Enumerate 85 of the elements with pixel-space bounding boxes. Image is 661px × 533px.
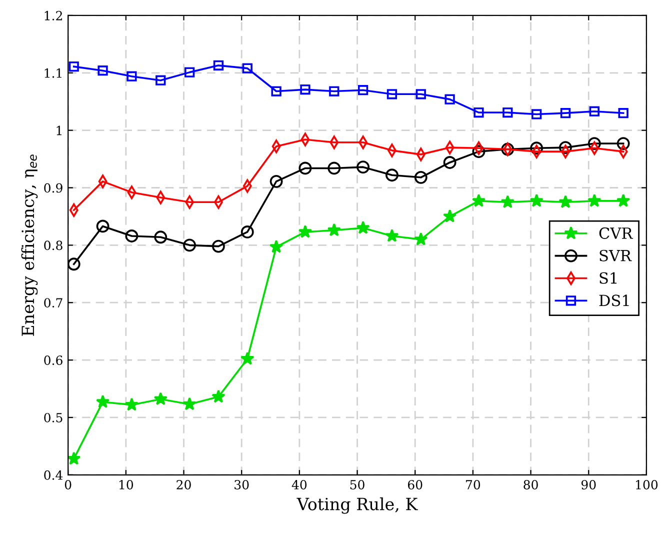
- point: [414, 170, 428, 184]
- x-tick-label: 80: [524, 480, 538, 490]
- point: [558, 194, 572, 208]
- legend-label: SVR: [600, 250, 632, 262]
- point: [356, 160, 370, 174]
- point: [300, 84, 310, 95]
- point: [96, 220, 110, 233]
- point: [212, 390, 226, 403]
- point: [500, 194, 514, 208]
- point: [385, 228, 399, 242]
- point: [589, 106, 600, 116]
- point: [68, 258, 80, 271]
- point: [154, 230, 168, 244]
- point: [98, 66, 108, 76]
- x-tick-label: 40: [292, 480, 307, 490]
- point: [242, 63, 252, 74]
- point: [442, 209, 457, 222]
- point: [271, 86, 282, 96]
- point: [559, 141, 572, 154]
- y-tick-label: 0.9: [44, 183, 62, 193]
- point: [386, 89, 398, 100]
- point: [240, 352, 254, 365]
- point: [124, 398, 139, 411]
- point: [126, 71, 137, 82]
- x-tick-label: 90: [581, 480, 596, 490]
- point: [560, 108, 571, 118]
- x-tick-label: 30: [234, 480, 249, 490]
- y-tick-label: 1: [56, 126, 62, 136]
- point: [472, 145, 486, 158]
- point: [474, 107, 484, 118]
- point: [298, 224, 312, 238]
- point: [530, 194, 544, 207]
- point: [212, 240, 225, 253]
- point: [154, 392, 168, 406]
- x-tick-label: 70: [466, 480, 480, 490]
- point: [240, 226, 254, 238]
- point: [616, 194, 630, 207]
- x-tick-label: 60: [408, 480, 422, 490]
- y-tick-label: 1.1: [44, 68, 62, 78]
- x-tick-label: 100: [636, 480, 658, 490]
- point: [270, 174, 283, 188]
- legend-label: DS1: [599, 294, 629, 306]
- point: [443, 156, 456, 169]
- point: [588, 194, 602, 207]
- y-tick-label: 0.8: [44, 240, 62, 250]
- y-tick-label: 0.7: [44, 298, 62, 308]
- point: [184, 67, 195, 78]
- y-tick-label: 1.2: [44, 10, 62, 20]
- point: [156, 75, 166, 86]
- x-axis-title: Voting Rule, K: [296, 497, 418, 514]
- point: [386, 168, 398, 182]
- y-tick-label: 0.4: [44, 470, 63, 480]
- point: [356, 220, 370, 234]
- point: [531, 109, 542, 120]
- x-tick-label: 50: [350, 480, 364, 490]
- point: [183, 238, 196, 252]
- x-tick-label: 0: [64, 480, 72, 490]
- point: [96, 394, 110, 408]
- y-tick-label: 0.5: [44, 412, 62, 422]
- point: [416, 89, 426, 100]
- point: [472, 194, 486, 207]
- point: [502, 107, 513, 118]
- point: [329, 86, 340, 96]
- point: [530, 142, 544, 155]
- x-tick-label: 10: [119, 480, 134, 490]
- point: [588, 137, 601, 150]
- legend-label: S1: [600, 272, 616, 284]
- point: [298, 162, 312, 175]
- point: [182, 397, 196, 410]
- legend-label: CVR: [599, 227, 634, 239]
- point: [328, 162, 341, 175]
- point: [213, 60, 224, 70]
- x-tick-label: 20: [176, 480, 191, 490]
- y-tick-label: 0.6: [44, 356, 62, 365]
- point: [618, 108, 628, 118]
- point: [125, 230, 138, 242]
- point: [616, 137, 630, 150]
- y-axis-title: Energy efficiency, η$_{ee}$: [21, 154, 38, 336]
- point: [358, 85, 368, 96]
- point: [68, 452, 81, 465]
- point: [414, 232, 428, 246]
- point: [269, 240, 284, 253]
- point: [327, 223, 341, 236]
- point: [68, 62, 79, 72]
- point: [444, 94, 455, 104]
